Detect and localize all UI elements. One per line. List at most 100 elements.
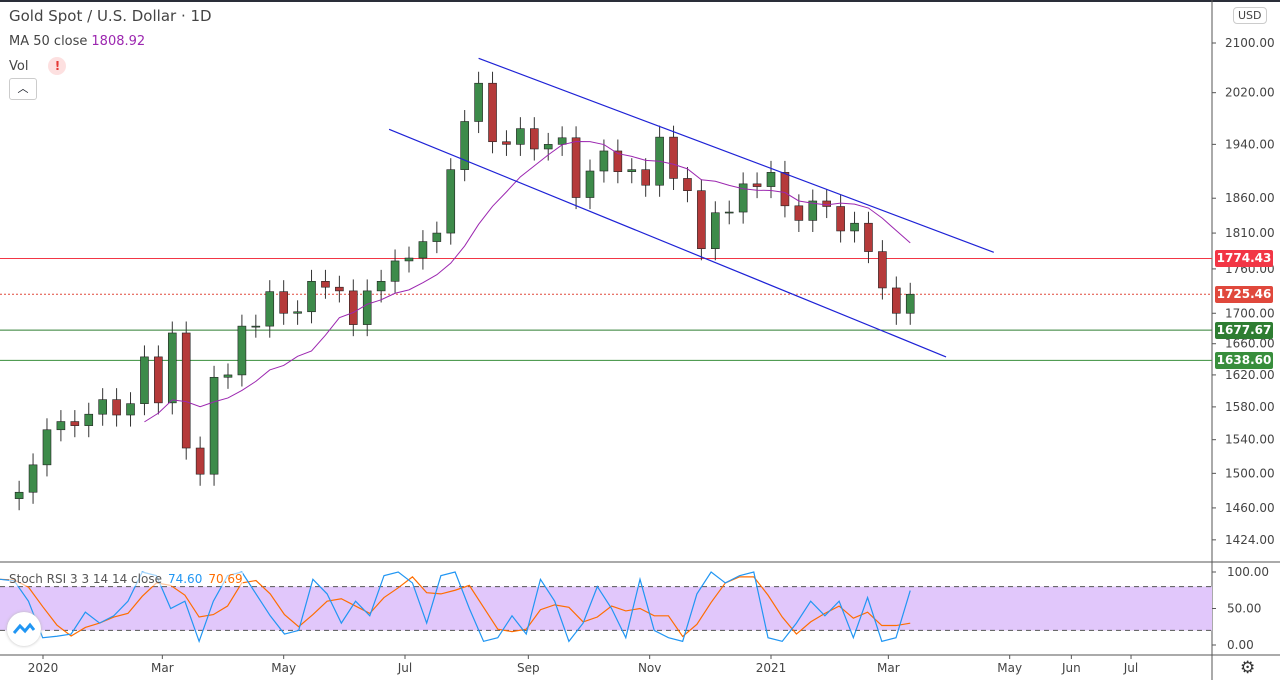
price-axis-label: 1940.00 xyxy=(1225,137,1275,151)
candle-down xyxy=(112,399,121,416)
candle-up xyxy=(850,222,859,232)
candle-up xyxy=(460,121,469,170)
ma-value: 1808.92 xyxy=(91,34,146,49)
candle-up xyxy=(209,376,219,475)
candle-up xyxy=(14,491,24,499)
candle-up xyxy=(474,82,483,122)
stoch-axis-label: 50.00 xyxy=(1227,602,1261,616)
stoch-k-value: 74.60 xyxy=(167,572,203,586)
time-axis-label: Jul xyxy=(397,661,412,675)
time-axis-label: Jun xyxy=(1061,661,1081,675)
candle-down xyxy=(697,190,706,250)
candle-down xyxy=(154,356,163,404)
candle-down xyxy=(878,251,887,289)
ma50-line xyxy=(144,140,911,423)
collapse-legend-button[interactable]: ︿ xyxy=(9,78,37,100)
candle-down xyxy=(864,222,873,252)
candle-up xyxy=(516,128,525,145)
channel-lower-trendline xyxy=(388,128,947,358)
stoch-d-line xyxy=(0,576,911,638)
stoch-rsi-legend[interactable]: Stoch RSI 3 3 14 14 close 74.60 70.69 xyxy=(9,572,243,586)
candle-down xyxy=(641,169,650,186)
chevron-up-icon: ︿ xyxy=(17,82,29,95)
candle-up xyxy=(140,356,149,404)
candle-down xyxy=(348,290,358,325)
price-tag: 1774.43 xyxy=(1215,250,1273,268)
stoch-axis-label: 100.00 xyxy=(1227,565,1269,579)
price-axis-label: 1620.00 xyxy=(1225,368,1275,382)
tradingview-logo[interactable] xyxy=(7,612,41,646)
vol-legend[interactable]: Vol! xyxy=(9,57,67,75)
price-axis-label: 1810.00 xyxy=(1225,226,1275,240)
ma-label: MA 50 close xyxy=(9,34,88,49)
price-axis-label: 1460.00 xyxy=(1225,501,1275,515)
time-axis-label: Jul xyxy=(1123,661,1138,675)
candle-up xyxy=(167,332,177,404)
time-axis-label: Sep xyxy=(517,661,540,675)
warning-icon[interactable]: ! xyxy=(48,57,67,75)
ma-legend[interactable]: MA 50 close 1808.92 xyxy=(9,34,145,49)
candle-down xyxy=(181,332,191,449)
candle-up xyxy=(42,429,52,466)
candle-down xyxy=(794,205,804,221)
price-tag: 1677.67 xyxy=(1215,322,1273,340)
price-axis-label: 2020.00 xyxy=(1225,86,1275,100)
candle-up xyxy=(585,170,595,198)
price-axis-label: 1500.00 xyxy=(1225,466,1275,480)
candle-up xyxy=(724,211,734,214)
candle-up xyxy=(711,212,720,250)
candle-up xyxy=(28,464,38,493)
logo-icon xyxy=(13,622,35,634)
candle-down xyxy=(822,200,831,207)
candle-down xyxy=(892,287,901,314)
candle-up xyxy=(84,413,94,426)
time-axis-label: Mar xyxy=(151,661,174,675)
time-axis-label: 2020 xyxy=(28,661,59,675)
price-tag: 1638.60 xyxy=(1215,352,1273,370)
candle-up xyxy=(376,281,386,292)
candle-down xyxy=(70,421,80,426)
stoch-d-value: 70.69 xyxy=(208,572,243,586)
candle-down xyxy=(335,286,344,292)
candle-up xyxy=(223,374,233,378)
stoch-band xyxy=(0,586,1212,631)
price-axis-label: 2180.00 xyxy=(1225,0,1275,2)
candle-down xyxy=(683,178,692,191)
vol-label: Vol xyxy=(9,59,29,74)
candle-up xyxy=(251,325,261,328)
candle-down xyxy=(669,136,678,179)
candle-down xyxy=(488,82,497,143)
candle-down xyxy=(321,281,330,288)
candle-up xyxy=(808,200,818,221)
candle-up xyxy=(627,169,637,172)
candle-down xyxy=(752,183,762,187)
price-axis-label: 1860.00 xyxy=(1225,191,1275,205)
candle-up xyxy=(237,325,247,376)
stoch-axis-label: 0.00 xyxy=(1227,638,1254,652)
price-axis-label: 1540.00 xyxy=(1225,433,1275,447)
candle-down xyxy=(613,150,623,172)
candle-up xyxy=(738,183,748,213)
candle-up xyxy=(432,232,442,242)
candle-up xyxy=(98,399,107,415)
symbol-title[interactable]: Gold Spot / U.S. Dollar · 1D xyxy=(9,7,212,25)
candle-up xyxy=(557,137,567,145)
candle-up xyxy=(265,291,275,327)
time-axis-label: 2021 xyxy=(756,661,787,675)
candle-up xyxy=(905,293,915,314)
candle-up xyxy=(404,257,414,262)
currency-button[interactable]: USD xyxy=(1233,7,1267,24)
candle-up xyxy=(418,241,428,259)
candle-down xyxy=(780,172,790,207)
settings-gear-icon[interactable]: ⚙ xyxy=(1240,658,1256,678)
candle-down xyxy=(530,128,539,150)
price-axis-label: 1700.00 xyxy=(1225,306,1275,320)
candle-up xyxy=(543,144,553,150)
time-axis-label: May xyxy=(997,661,1022,675)
stoch-label: Stoch RSI 3 3 14 14 close xyxy=(9,572,162,586)
time-axis-label: May xyxy=(271,661,296,675)
price-tag: 1725.46 xyxy=(1215,286,1273,304)
time-axis-label: Nov xyxy=(638,661,661,675)
candle-up xyxy=(599,150,609,172)
